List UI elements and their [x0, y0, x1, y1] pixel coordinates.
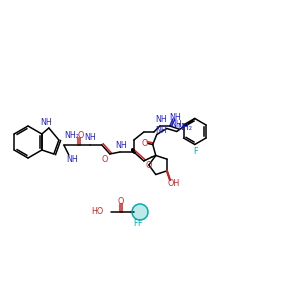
Text: NH: NH [66, 155, 78, 164]
Text: NH₂: NH₂ [64, 130, 80, 140]
Text: NH₂: NH₂ [177, 124, 192, 133]
Text: NH₂: NH₂ [170, 120, 185, 129]
Text: NH: NH [40, 118, 52, 127]
Circle shape [132, 204, 148, 220]
Text: NH: NH [115, 140, 127, 149]
Text: OH: OH [168, 179, 180, 188]
Text: O: O [146, 160, 152, 169]
Text: NH: NH [169, 112, 181, 122]
Text: NH: NH [84, 134, 96, 142]
Text: HO: HO [92, 208, 104, 217]
Text: O: O [78, 131, 84, 140]
Text: F: F [133, 220, 137, 229]
Text: F: F [194, 147, 198, 156]
Text: NH: NH [155, 126, 167, 135]
Text: F: F [138, 220, 142, 229]
Text: O: O [142, 139, 148, 148]
Text: O: O [102, 155, 108, 164]
Text: O: O [118, 196, 124, 206]
Text: NH: NH [155, 116, 167, 124]
